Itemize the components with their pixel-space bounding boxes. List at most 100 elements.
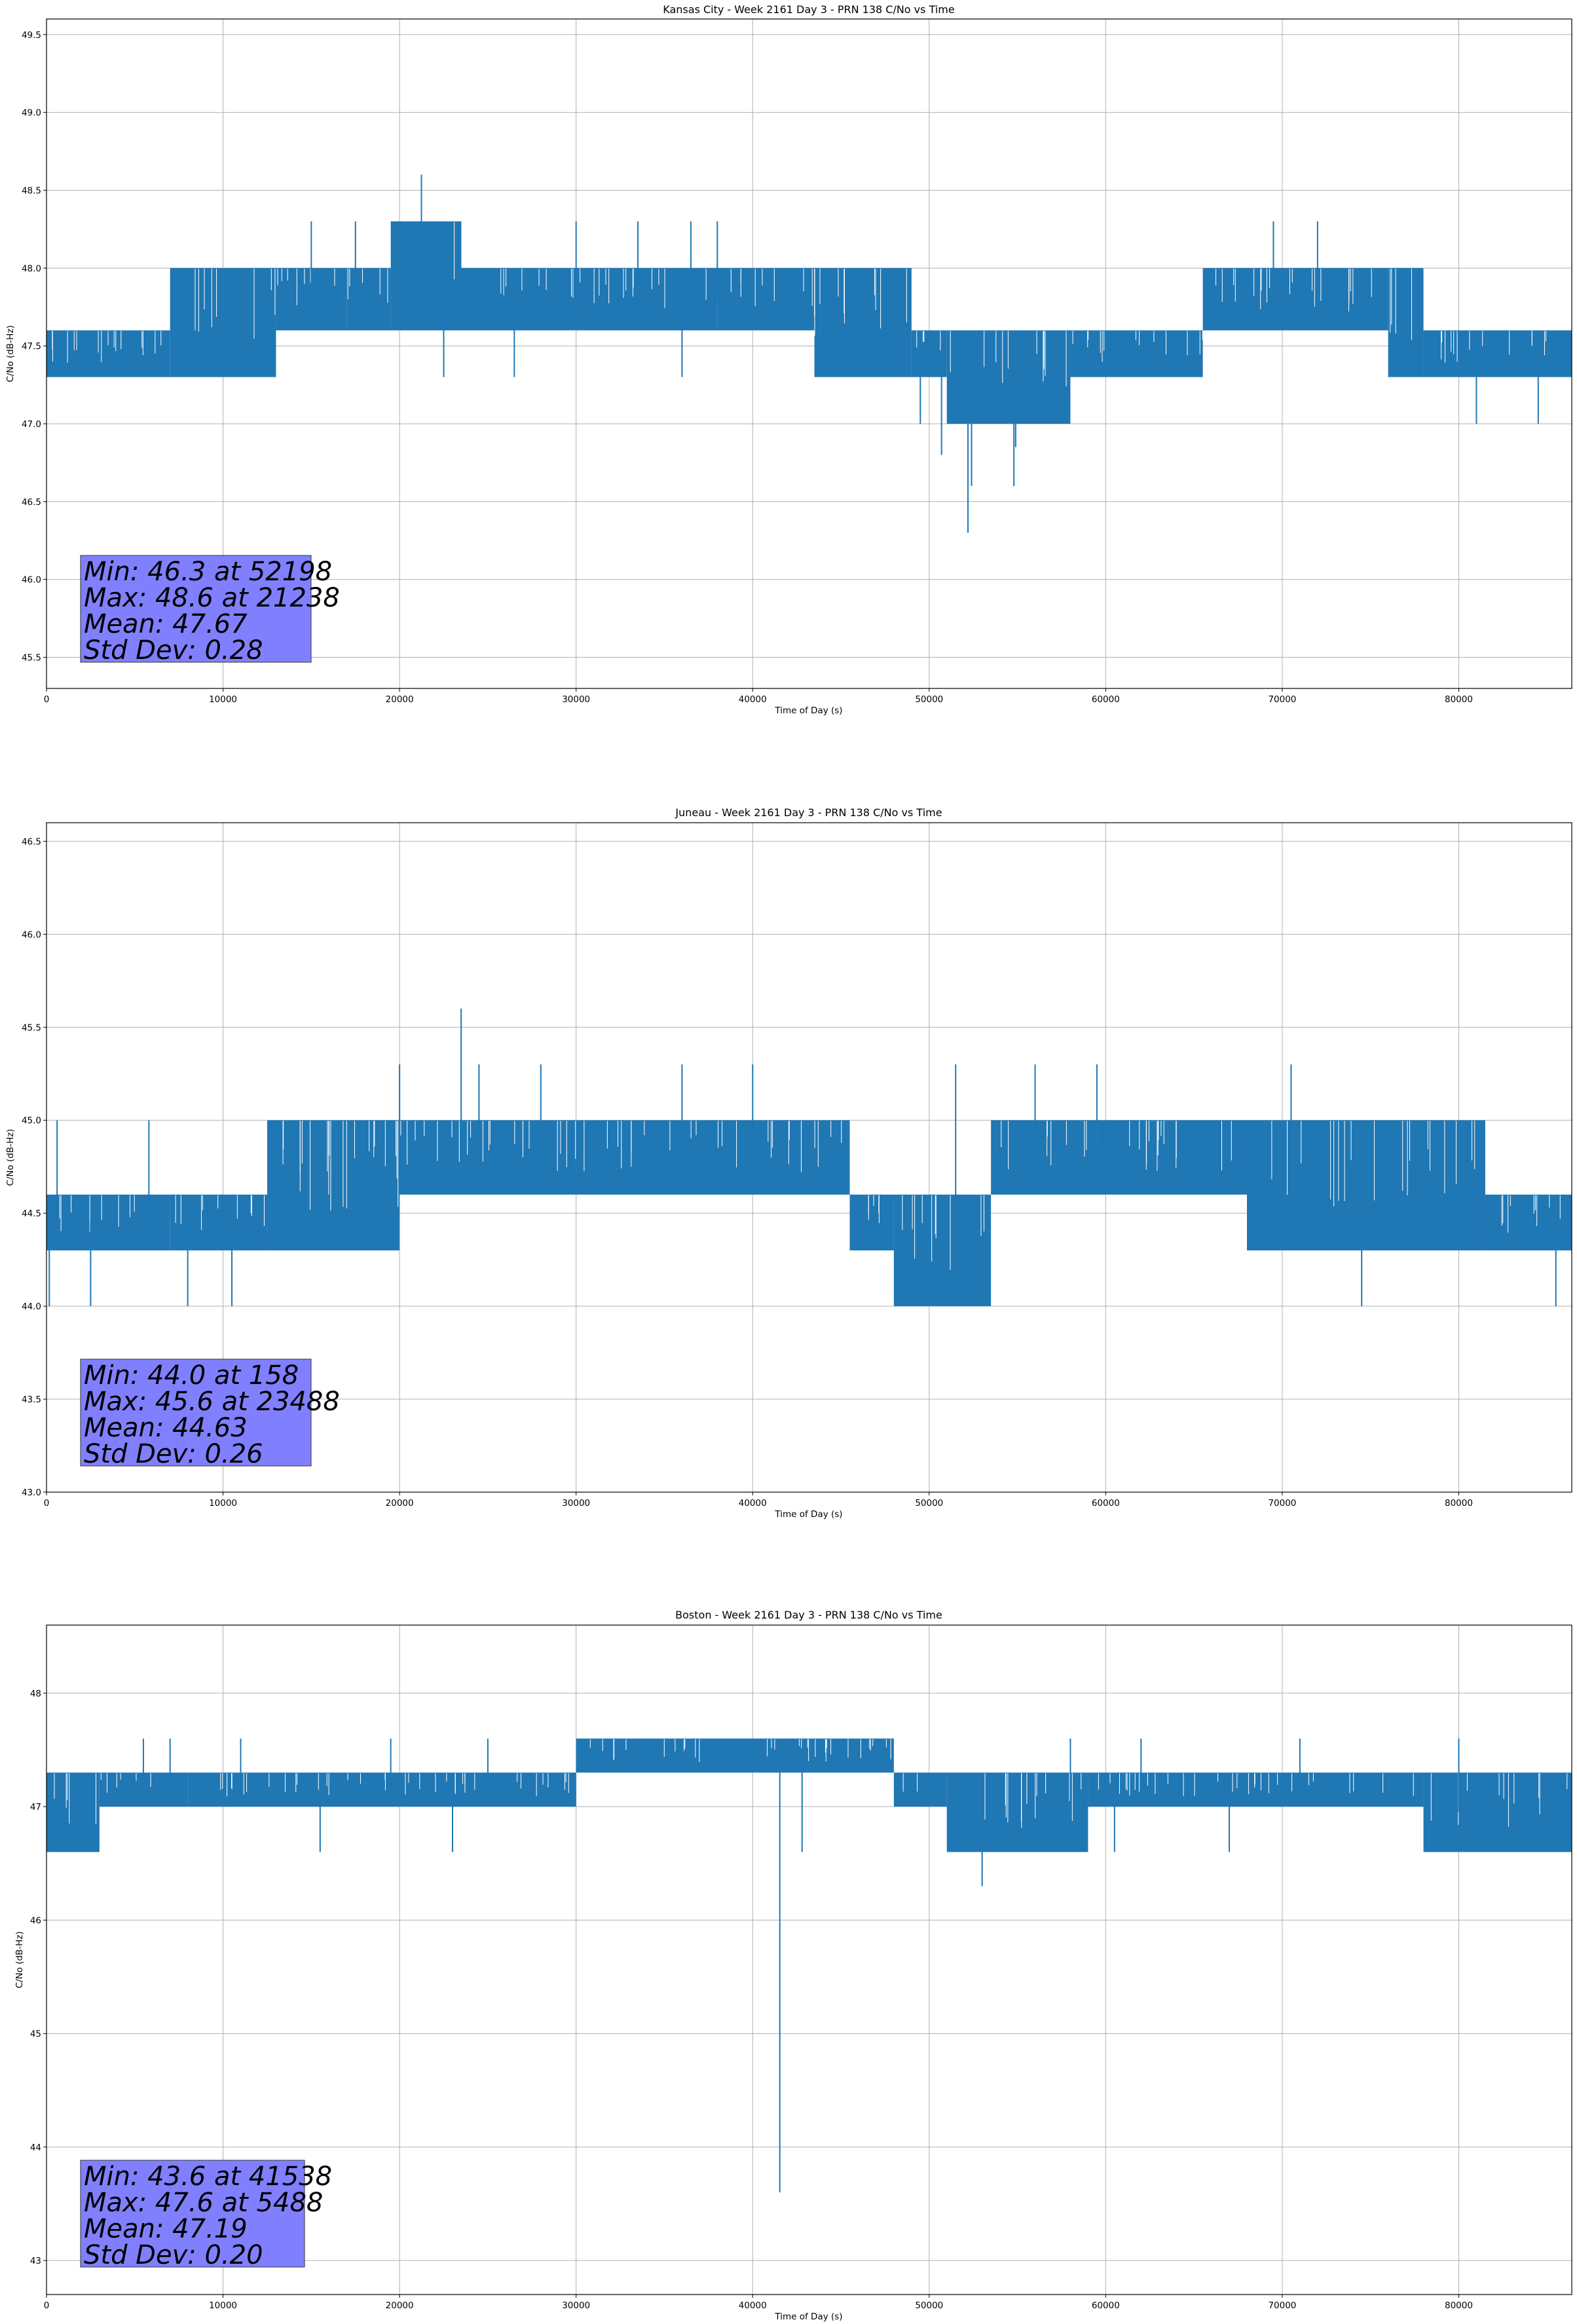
- signal-band: [399, 1120, 576, 1195]
- stat-max: Max: 47.6 at 5488: [84, 2188, 323, 2218]
- x-axis-label: Time of Day (s): [774, 2312, 842, 2322]
- x-tick-label: 70000: [1268, 2300, 1296, 2311]
- x-tick-label: 0: [44, 2300, 50, 2311]
- chart-title: Boston - Week 2161 Day 3 - PRN 138 C/No …: [675, 1609, 942, 1621]
- signal-band: [1202, 268, 1388, 331]
- y-tick-label: 47.0: [22, 419, 41, 430]
- signal-band: [946, 1772, 1088, 1852]
- signal-band: [1070, 330, 1203, 377]
- signal-band: [170, 268, 276, 377]
- stat-max: Max: 45.6 at 23488: [84, 1387, 340, 1417]
- y-tick-label: 47.5: [22, 341, 41, 352]
- stats-box: Min: 44.0 at 158 Max: 45.6 at 23488 Mean…: [80, 1359, 340, 1469]
- stat-mean: Mean: 47.67: [84, 609, 248, 639]
- signal-band: [576, 1120, 850, 1195]
- x-tick-label: 20000: [386, 1498, 414, 1509]
- y-tick-label: 49.0: [22, 108, 41, 119]
- signal-spikes: [142, 1738, 1513, 2193]
- signal-band: [814, 268, 912, 377]
- stat-min: Min: 44.0 at 158: [84, 1360, 299, 1391]
- stats-box-background: [80, 555, 312, 663]
- signal-spikes: [48, 1008, 1557, 1307]
- x-tick-label: 20000: [386, 694, 414, 705]
- y-tick-label: 48.5: [22, 185, 41, 196]
- y-tick-label: 45.0: [22, 1115, 41, 1126]
- signal-band: [1388, 268, 1424, 377]
- y-tick-label: 46.5: [22, 836, 41, 847]
- y-tick-label: 49.5: [22, 30, 41, 41]
- stat-mean: Mean: 47.19: [84, 2214, 248, 2244]
- signal-band: [1088, 1772, 1424, 1807]
- x-tick-label: 40000: [739, 694, 767, 705]
- axis-ticks: 0 10000 20000 30000 40000 50000 60000 70000 8000…: [22, 30, 1473, 705]
- signal-band: [576, 1738, 894, 1773]
- y-tick-label: 46.0: [22, 929, 41, 940]
- y-tick-label: 47: [30, 1802, 41, 1812]
- x-tick-label: 50000: [915, 1498, 943, 1509]
- plot-border: [46, 822, 1572, 1493]
- y-tick-label: 46.0: [22, 575, 41, 586]
- chart-title: Juneau - Week 2161 Day 3 - PRN 138 C/No …: [675, 806, 942, 819]
- signal-band: [717, 268, 815, 331]
- signal-band: [1485, 1194, 1572, 1250]
- y-tick-label: 43.0: [22, 1488, 41, 1498]
- signal-band: [946, 330, 1071, 424]
- chart-panel-boston: 0 10000 20000 30000 40000 50000 60000 70000 8000…: [14, 1609, 1572, 2322]
- x-tick-label: 40000: [739, 1498, 767, 1509]
- x-axis-label: Time of Day (s): [774, 1509, 842, 1520]
- x-tick-label: 60000: [1092, 2300, 1120, 2311]
- stats-box-background: [80, 1359, 312, 1467]
- stat-std-dev: Std Dev: 0.26: [84, 1439, 263, 1469]
- y-axis-label: C/No (dB-Hz): [5, 325, 16, 382]
- signal-band: [346, 268, 391, 331]
- stats-box: Min: 43.6 at 41538 Max: 47.6 at 5488 Mea…: [80, 2160, 332, 2270]
- signal-band: [1423, 330, 1572, 377]
- y-tick-label: 44.5: [22, 1209, 41, 1219]
- x-tick-label: 60000: [1092, 694, 1120, 705]
- x-tick-label: 80000: [1445, 2300, 1473, 2311]
- chart-panel-juneau: 0 10000 20000 30000 40000 50000 60000 70000 8000…: [5, 806, 1572, 1520]
- x-tick-label: 10000: [209, 2300, 237, 2311]
- stat-min: Min: 46.3 at 52198: [84, 557, 332, 587]
- stat-max: Max: 48.6 at 21238: [84, 583, 340, 613]
- plot-border: [46, 18, 1572, 689]
- y-tick-label: 45.5: [22, 1022, 41, 1033]
- y-axis-label: C/No (dB-Hz): [5, 1129, 16, 1186]
- x-tick-label: 30000: [562, 1498, 590, 1509]
- y-tick-label: 43: [30, 2256, 41, 2266]
- signal-band: [1247, 1120, 1485, 1250]
- x-tick-label: 50000: [915, 2300, 943, 2311]
- x-tick-label: 30000: [562, 2300, 590, 2311]
- y-tick-label: 45.5: [22, 652, 41, 663]
- x-tick-label: 50000: [915, 694, 943, 705]
- y-tick-label: 43.5: [22, 1395, 41, 1405]
- stat-std-dev: Std Dev: 0.28: [84, 635, 263, 665]
- signal-band: [46, 1772, 100, 1852]
- axis-ticks: 0 10000 20000 30000 40000 50000 60000 70000 8000…: [30, 1689, 1473, 2311]
- x-tick-label: 20000: [386, 2300, 414, 2311]
- x-tick-label: 60000: [1092, 1498, 1120, 1509]
- signal-band: [1423, 1772, 1572, 1852]
- x-tick-label: 10000: [209, 694, 237, 705]
- stat-mean: Mean: 44.63: [84, 1413, 248, 1443]
- signal-band: [991, 1120, 1248, 1195]
- y-tick-label: 48: [30, 1689, 41, 1699]
- x-tick-label: 80000: [1445, 694, 1473, 705]
- signal-band: [849, 1194, 894, 1250]
- signal-band: [46, 1194, 170, 1250]
- signal-band: [576, 268, 718, 331]
- signal-band: [390, 221, 462, 331]
- x-tick-label: 70000: [1268, 1498, 1296, 1509]
- x-tick-label: 40000: [739, 2300, 767, 2311]
- signal-band: [170, 1194, 267, 1250]
- stats-box: Min: 46.3 at 52198 Max: 48.6 at 21238 Me…: [80, 555, 340, 665]
- chart-panel-kansas-city: 0 10000 20000 30000 40000 50000 60000 70000 8000…: [5, 3, 1572, 716]
- x-tick-label: 0: [44, 1498, 50, 1509]
- x-tick-label: 10000: [209, 1498, 237, 1509]
- y-tick-label: 44: [30, 2143, 41, 2153]
- y-tick-label: 48.0: [22, 263, 41, 274]
- x-axis-label: Time of Day (s): [774, 705, 842, 716]
- stats-box-background: [80, 2160, 305, 2268]
- y-axis-label: C/No (dB-Hz): [14, 1931, 25, 1988]
